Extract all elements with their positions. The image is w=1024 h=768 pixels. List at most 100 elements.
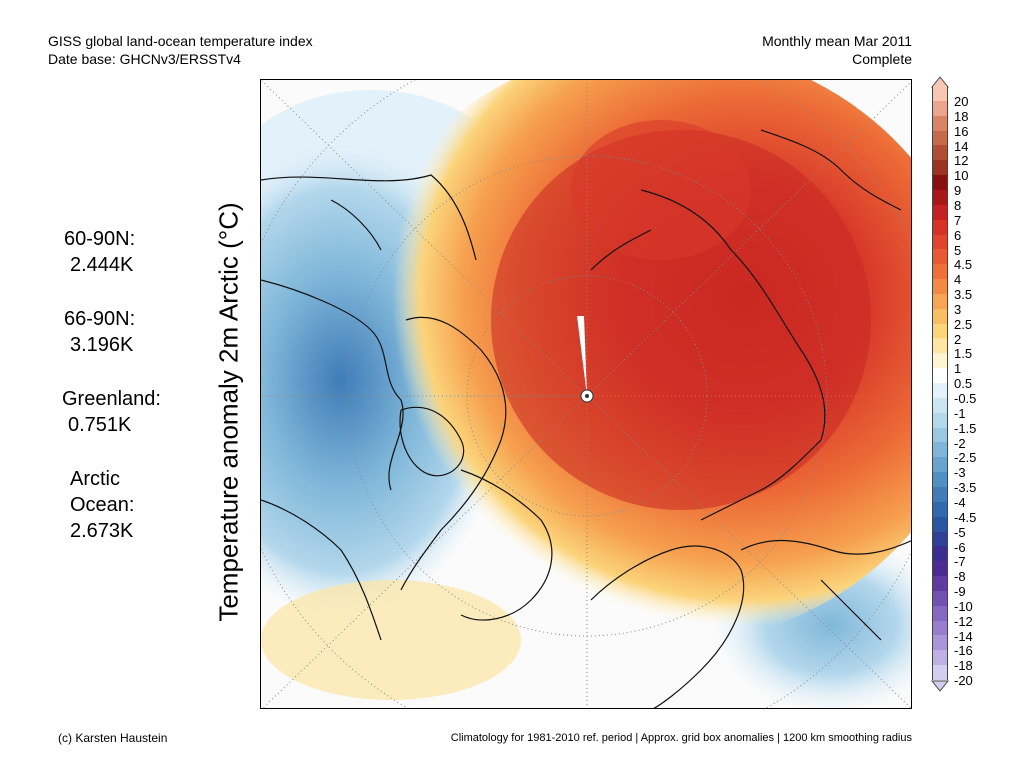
stat-60-90n: 60-90N: 2.444K [64,226,135,278]
colorbar-cell [932,590,948,607]
colorbar-cell [932,219,948,235]
colorbar-label: -7 [954,554,966,570]
colorbar-label: -1 [954,405,966,421]
colorbar-cell [932,249,948,265]
colorbar-label: -2 [954,435,966,451]
colorbar-cell [932,412,948,429]
stat-label: Ocean: [70,494,135,516]
colorbar-cell [932,650,948,666]
colorbar-label: 1.5 [954,346,973,362]
colorbar-label: -14 [954,628,973,644]
colorbar-label: 20 [954,94,969,109]
colorbar-cell [932,561,948,577]
colorbar-cell [932,160,948,176]
colorbar-cell [932,204,948,221]
coastlines [261,129,911,708]
y-axis-label: Temperature anomaly 2m Arctic (°C) [213,202,244,622]
warm-region-pacific [261,580,521,700]
colorbar-label: 2 [954,331,962,347]
colorbar-cell [932,86,948,102]
stat-greenland: Greenland: 0.751K [62,386,161,438]
colorbar-label: 10 [954,168,969,184]
colorbar-cell [932,501,948,518]
warm-core-north [571,120,751,260]
completeness-label: Complete [852,51,912,67]
colorbar-label: -3.5 [954,480,977,496]
colorbar-label: 2.5 [954,316,973,332]
colorbar-label: -9 [954,584,966,600]
colorbar-label: 7 [954,212,962,228]
colorbar-cell [932,175,948,191]
colorbar-label: -18 [954,658,973,674]
colorbar-label: -0.5 [954,391,977,406]
colorbar-label: 14 [954,138,969,154]
stat-arctic-ocean: Arctic Ocean: 2.673K [70,466,134,544]
pole-wedge [577,316,587,396]
colorbar-cell [932,486,948,503]
colorbar-cell [932,145,948,161]
colorbar-label: -4 [954,494,966,510]
colorbar-label: 4 [954,272,962,288]
colorbar-label: 5 [954,242,962,258]
graticule [261,80,911,708]
colorbar-cell [932,234,948,250]
colorbar-label: 3 [954,301,962,317]
colorbar-cell [932,516,948,532]
colorbar-label: 4.5 [954,257,973,273]
colorbar-cell [932,576,948,592]
anomaly-map [260,79,912,709]
colorbar-cell [932,308,948,325]
colorbar-label: -5 [954,524,966,540]
stat-value: 0.751K [68,414,132,436]
data-base: Date base: GHCNv3/ERSSTv4 [48,51,241,67]
map-canvas [261,80,911,708]
colorbar-label: 0.5 [954,376,973,392]
colorbar-cell [932,397,948,414]
colorbar-cell [932,189,948,206]
colorbar-label: -20 [954,673,973,689]
colorbar-label: 18 [954,108,969,124]
stat-value: 3.196K [70,334,134,356]
colorbar-label: -6 [954,539,966,555]
copyright: (c) Karsten Haustein [58,731,168,745]
colorbar-bottom-arrow [931,680,949,692]
colorbar-label: -16 [954,643,973,659]
colorbar-cell [932,368,948,384]
colorbar-label: 12 [954,153,969,169]
colorbar-label: 16 [954,123,969,139]
colorbar-cell [932,100,948,117]
colorbar-label: 6 [954,227,962,243]
colorbar-label: 3.5 [954,287,973,303]
colorbar-cell [932,427,948,443]
colorbar-cell [932,279,948,295]
colorbar-cell [932,264,948,280]
colorbar-cell [932,546,948,562]
header-left: GISS global land-ocean temperature index… [48,32,313,68]
colorbar-cell [932,323,948,339]
colorbar-label: 8 [954,197,962,213]
colorbar-label: 9 [954,183,962,199]
colorbar-label: 1 [954,361,962,377]
colorbar-label: -8 [954,569,966,585]
colorbar-label: -4.5 [954,509,977,525]
colorbar-cell [932,383,948,399]
colorbar-label: -2.5 [954,450,977,466]
colorbar-cell [932,665,948,681]
colorbar-label: -12 [954,613,973,629]
stat-label: 60-90N: [64,228,136,250]
colorbar-cell [932,115,948,132]
stat-value: 2.444K [70,254,134,276]
colorbar-cell [932,620,948,636]
colorbar-cell [932,531,948,547]
colorbar-cell [932,457,948,473]
colorbar-cell [932,353,948,369]
colorbar-cell [932,293,948,310]
period-label: Monthly mean Mar 2011 [762,33,912,49]
colorbar-cell [932,442,948,458]
colorbar-cell [932,605,948,622]
dataset-title: GISS global land-ocean temperature index [48,33,313,49]
colorbar-label: -10 [954,598,973,614]
stat-label: 66-90N: [64,308,136,330]
colorbar-label: -3 [954,465,966,481]
colorbar-cell [932,472,948,488]
